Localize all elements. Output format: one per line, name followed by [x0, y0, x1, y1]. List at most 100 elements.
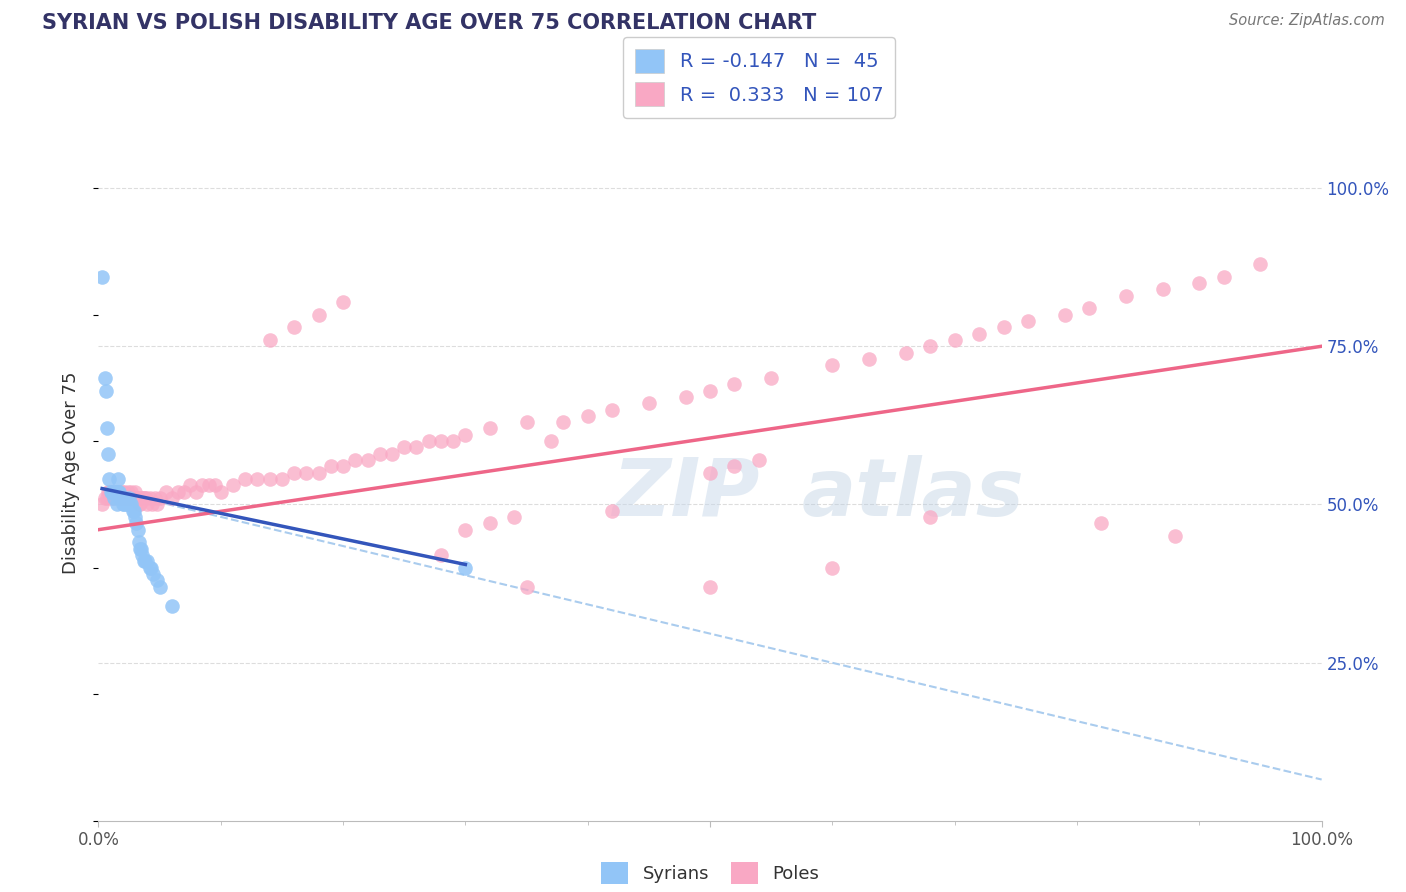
Point [675, 390, 697, 404]
Point [139, 560, 162, 574]
Point [120, 491, 142, 505]
Point [283, 466, 305, 480]
Point [1053, 308, 1076, 322]
Point [96, 491, 118, 505]
Point [93, 371, 115, 385]
Point [117, 484, 139, 499]
Point [132, 554, 155, 568]
Point [108, 484, 131, 499]
Point [319, 459, 342, 474]
Point [515, 415, 537, 429]
Point [131, 548, 153, 562]
Point [121, 491, 143, 505]
Point [132, 491, 155, 505]
Point [101, 484, 124, 499]
Point [246, 472, 269, 486]
Point [115, 491, 138, 505]
Point [125, 516, 148, 531]
Point [143, 491, 166, 505]
Text: Source: ZipAtlas.com: Source: ZipAtlas.com [1229, 13, 1385, 29]
Point [179, 478, 201, 492]
Point [107, 484, 129, 499]
Point [120, 484, 142, 499]
Point [381, 447, 404, 461]
Point [1078, 301, 1101, 316]
Point [920, 339, 942, 353]
Point [308, 308, 330, 322]
Point [283, 320, 305, 334]
Point [112, 484, 135, 499]
Point [103, 484, 125, 499]
Point [129, 491, 152, 505]
Point [1188, 276, 1211, 290]
Text: atlas: atlas [801, 455, 1025, 533]
Point [332, 295, 354, 310]
Point [112, 497, 135, 511]
Point [141, 497, 163, 511]
Point [118, 491, 141, 505]
Point [134, 554, 156, 568]
Point [454, 523, 477, 537]
Point [191, 478, 214, 492]
Point [121, 504, 143, 518]
Point [98, 484, 121, 499]
Point [97, 447, 120, 461]
Point [723, 459, 745, 474]
Point [1152, 282, 1174, 296]
Point [748, 453, 770, 467]
Point [128, 535, 150, 549]
Point [100, 484, 122, 499]
Point [515, 580, 537, 594]
Point [204, 478, 226, 492]
Point [142, 566, 165, 581]
Point [155, 484, 177, 499]
Point [553, 415, 575, 429]
Point [103, 491, 125, 505]
Point [110, 491, 132, 505]
Point [107, 472, 129, 486]
Point [129, 497, 152, 511]
Point [576, 409, 599, 423]
Point [160, 599, 183, 613]
Point [105, 484, 128, 499]
Point [418, 434, 440, 449]
Point [139, 560, 162, 574]
Point [122, 504, 145, 518]
Point [134, 491, 156, 505]
Point [1249, 257, 1271, 271]
Point [129, 541, 152, 556]
Point [600, 504, 623, 518]
Point [139, 491, 162, 505]
Text: ZIP: ZIP [612, 455, 759, 533]
Point [97, 484, 120, 499]
Point [167, 484, 190, 499]
Point [356, 453, 378, 467]
Point [392, 441, 416, 455]
Point [943, 333, 966, 347]
Point [308, 466, 330, 480]
Point [821, 358, 844, 372]
Point [332, 459, 354, 474]
Point [105, 497, 128, 511]
Point [920, 510, 942, 524]
Point [478, 516, 501, 531]
Point [146, 574, 169, 588]
Point [1017, 314, 1039, 328]
Point [430, 548, 453, 562]
Point [699, 580, 721, 594]
Y-axis label: Disability Age Over 75: Disability Age Over 75 [62, 371, 80, 574]
Point [100, 491, 122, 505]
Point [173, 484, 195, 499]
Point [131, 491, 153, 505]
Point [111, 491, 134, 505]
Point [441, 434, 464, 449]
Point [259, 333, 281, 347]
Point [98, 472, 121, 486]
Point [129, 541, 152, 556]
Point [259, 472, 281, 486]
Point [124, 510, 146, 524]
Text: SYRIAN VS POLISH DISABILITY AGE OVER 75 CORRELATION CHART: SYRIAN VS POLISH DISABILITY AGE OVER 75 … [42, 13, 817, 33]
Point [894, 345, 917, 359]
Point [96, 421, 118, 435]
Point [122, 491, 145, 505]
